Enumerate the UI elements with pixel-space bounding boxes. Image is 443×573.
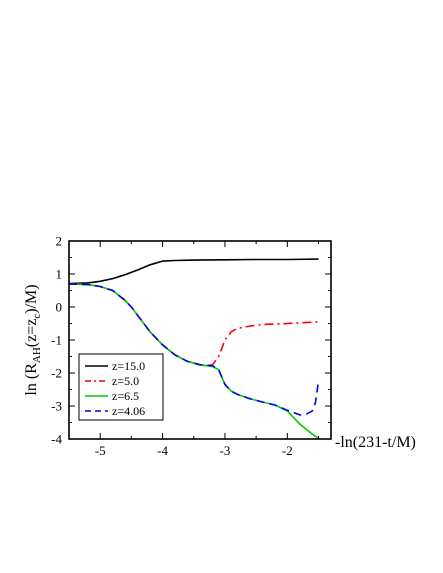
legend-label: z=15.0 [112, 359, 145, 373]
y-tick-label: -4 [51, 432, 62, 447]
y-axis-label-end: )/M) [23, 284, 40, 313]
series-line-2 [68, 283, 319, 367]
legend: z=15.0z=5.0z=6.5z=4.06 [78, 353, 164, 421]
y-axis-label-mid: (z=z [23, 319, 40, 348]
y-tick-label: -2 [51, 366, 62, 381]
y-axis-label-base: ln (R [23, 363, 40, 396]
plot-area: -5 -4 -3 -2 2 1 0 -1 -2 -3 -4 [51, 234, 332, 458]
ticks-layer: -5 -4 -3 -2 2 1 0 -1 -2 -3 -4 [51, 234, 331, 458]
x-tick-label: -4 [157, 443, 168, 458]
series-line-4 [68, 283, 320, 416]
y-tick-label: 2 [56, 234, 63, 249]
legend-items: z=15.0z=5.0z=6.5z=4.06 [85, 359, 145, 418]
legend-label: z=4.06 [112, 404, 145, 418]
legend-label: z=5.0 [112, 374, 139, 388]
x-tick-label: -5 [95, 443, 106, 458]
y-tick-label: -1 [51, 333, 62, 348]
series-line-1 [68, 258, 319, 285]
y-tick-label: -3 [51, 399, 62, 414]
y-tick-label: 0 [56, 300, 63, 315]
x-axis-label: -ln(231-t/M) [335, 434, 416, 451]
y-axis-label-sub-ah: AH [31, 347, 43, 363]
x-tick-label: -3 [220, 443, 231, 458]
y-axis-label: ln (RAH(z=zc)/M) [23, 284, 43, 395]
series-layer [68, 258, 320, 439]
y-tick-label: 1 [56, 267, 63, 282]
y-axis-label-sub-c: c [31, 314, 43, 319]
legend-label: z=6.5 [112, 389, 139, 403]
legend-box [78, 353, 164, 421]
x-tick-label: -2 [282, 443, 293, 458]
